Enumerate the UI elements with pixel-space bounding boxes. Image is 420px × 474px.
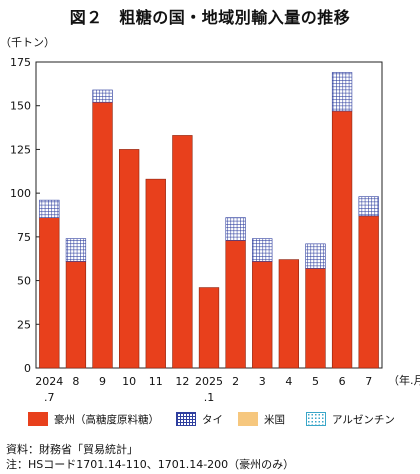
legend-item-argentina: アルゼンチン <box>306 412 395 427</box>
bar-australia-2 <box>92 101 113 369</box>
bar-australia-0 <box>39 217 60 369</box>
bar-thailand-12 <box>358 196 379 217</box>
legend-item-australia: 豪州（高糖度原料糖） <box>28 412 159 427</box>
bar-australia-5 <box>172 135 193 369</box>
bar-thailand-1 <box>65 238 87 262</box>
legend-item-thailand: タイ <box>176 412 223 427</box>
x-tick-label: 2024 <box>35 375 63 388</box>
bar-australia-7 <box>225 240 246 369</box>
x-tick-label: 4 <box>285 375 292 388</box>
bar-australia-1 <box>65 261 87 369</box>
x-tick-label: 3 <box>259 375 266 388</box>
x-tick-label: 2025 <box>195 375 223 388</box>
bar-thailand-11 <box>331 72 353 112</box>
bar-thailand-7 <box>225 217 246 241</box>
legend-label-australia: 豪州（高糖度原料糖） <box>54 414 159 426</box>
x-tick-label: 7 <box>365 375 372 388</box>
chart-title: 図２ 粗糖の国・地域別輸入量の推移 <box>69 8 351 27</box>
legend-label-thailand: タイ <box>202 414 223 426</box>
hs-code-note: 注：HSコード1701.14-110、1701.14-200（豪州のみ） <box>6 458 295 471</box>
y-tick-label: 0 <box>24 362 31 375</box>
x-tick-label: 9 <box>99 375 106 388</box>
x-tick-label: 10 <box>122 375 136 388</box>
y-tick-label: 150 <box>10 100 31 113</box>
bar-australia-10 <box>305 268 326 369</box>
bar-thailand-0 <box>39 199 60 218</box>
source-note: 資料：財務省「貿易統計」 <box>6 443 138 456</box>
x-tick-label: 6 <box>339 375 346 388</box>
y-tick-label: 175 <box>10 56 31 69</box>
bar-thailand-8 <box>252 238 273 262</box>
y-tick-label: 100 <box>10 187 31 200</box>
bar-australia-6 <box>198 287 220 369</box>
legend-label-usa: 米国 <box>264 414 285 426</box>
bar-australia-9 <box>278 259 299 369</box>
bar-australia-3 <box>119 149 140 369</box>
legend-item-usa: 米国 <box>238 412 285 427</box>
x-tick-label: 8 <box>72 375 79 388</box>
bar-thailand-10 <box>305 243 326 269</box>
x-tick-sublabel: .1 <box>204 391 215 404</box>
x-unit-label: （年.月） <box>388 373 420 387</box>
notes: 資料：財務省「貿易統計」 注：HSコード1701.14-110、1701.14-… <box>6 442 294 472</box>
bar-thailand-2 <box>92 89 113 103</box>
x-tick-sublabel: .7 <box>44 391 55 404</box>
bar-australia-4 <box>145 178 166 369</box>
legend-swatch-thailand <box>176 412 196 426</box>
y-tick-label: 25 <box>17 318 31 331</box>
legend-swatch-australia <box>28 412 48 426</box>
legend-swatch-argentina <box>306 412 326 426</box>
y-tick-label: 50 <box>17 275 31 288</box>
x-tick-label: 5 <box>312 375 319 388</box>
legend-label-argentina: アルゼンチン <box>332 414 395 426</box>
bars <box>39 72 379 369</box>
x-tick-label: 12 <box>175 375 189 388</box>
y-tick-label: 125 <box>10 143 31 156</box>
y-unit-label: （千トン） <box>0 36 55 49</box>
bar-australia-8 <box>252 261 273 369</box>
bar-australia-11 <box>331 110 353 369</box>
bar-australia-12 <box>358 215 379 369</box>
y-tick-label: 75 <box>17 231 31 244</box>
legend-swatch-usa <box>238 412 258 426</box>
x-tick-label: 2 <box>232 375 239 388</box>
x-tick-label: 11 <box>149 375 163 388</box>
